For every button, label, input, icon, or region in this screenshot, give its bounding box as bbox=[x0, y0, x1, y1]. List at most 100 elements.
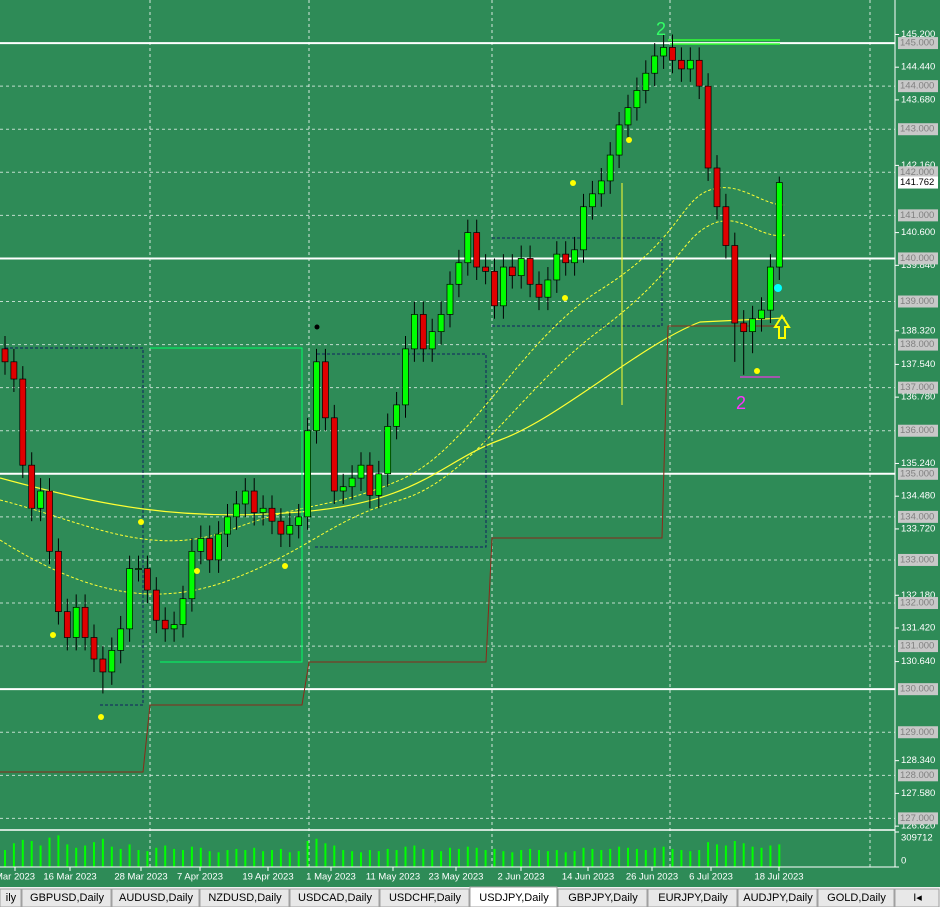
slow-ma bbox=[0, 317, 786, 516]
tab-label[interactable]: GBPUSD,Daily bbox=[30, 892, 104, 904]
candle-body bbox=[597, 180, 605, 195]
tab-label[interactable]: USDJPY,Daily bbox=[479, 892, 549, 904]
candle-body bbox=[295, 516, 303, 526]
levels bbox=[0, 42, 895, 819]
level-label: 128.000 bbox=[900, 770, 934, 781]
candle-body bbox=[170, 624, 178, 630]
candle-body bbox=[1, 348, 9, 363]
level-box bbox=[898, 252, 938, 265]
candle-body bbox=[660, 47, 667, 57]
level-box bbox=[898, 209, 938, 222]
candle-body bbox=[589, 193, 596, 208]
dot bbox=[754, 368, 760, 374]
tab[interactable] bbox=[557, 888, 648, 907]
level-label: 137.000 bbox=[900, 382, 934, 393]
tabs: ily GBPUSD,Daily AUDUSD,Daily NZDUSD,Daily U… bbox=[0, 886, 940, 907]
candle-body bbox=[500, 266, 507, 307]
candle-body bbox=[37, 490, 44, 509]
tab[interactable] bbox=[111, 888, 200, 907]
level-box bbox=[898, 597, 938, 610]
candle-body bbox=[46, 490, 53, 552]
tab-label[interactable]: AUDJPY,Daily bbox=[743, 892, 813, 904]
tab[interactable] bbox=[379, 888, 470, 907]
dot bbox=[282, 563, 288, 569]
level-box bbox=[898, 338, 938, 351]
level-box bbox=[898, 381, 938, 394]
candle-body bbox=[411, 314, 418, 350]
candle-body bbox=[63, 611, 71, 638]
candle-body bbox=[758, 309, 765, 320]
tab[interactable] bbox=[817, 888, 895, 907]
candle-body bbox=[393, 404, 400, 427]
tab[interactable] bbox=[647, 888, 738, 907]
level-box bbox=[898, 726, 938, 739]
candle-body bbox=[233, 503, 240, 518]
tab-label[interactable]: I◂ bbox=[913, 892, 922, 904]
candle-body bbox=[72, 606, 80, 638]
candle-body bbox=[10, 361, 18, 380]
candle-body bbox=[357, 464, 365, 479]
y-tick-label: 127.580 bbox=[901, 788, 935, 799]
y-tick-label: 132.180 bbox=[901, 590, 935, 601]
tab[interactable] bbox=[289, 888, 380, 907]
candle-body bbox=[731, 245, 739, 324]
candle-body bbox=[749, 318, 756, 333]
candle-body bbox=[775, 182, 783, 268]
tab[interactable] bbox=[21, 888, 112, 907]
y-tick-label: 130.640 bbox=[901, 656, 935, 667]
x-tick-label: 16 Mar 2023 bbox=[43, 872, 96, 883]
x-tick-label: 11 May 2023 bbox=[366, 872, 420, 883]
level-label: 142.000 bbox=[900, 167, 934, 178]
candle-body bbox=[678, 59, 685, 70]
tab-label[interactable]: NZDUSD,Daily bbox=[208, 892, 282, 904]
current-price-box bbox=[898, 176, 938, 189]
candle-body bbox=[544, 279, 552, 298]
candle-body bbox=[188, 550, 196, 600]
candle-body bbox=[767, 266, 774, 311]
tab[interactable] bbox=[0, 888, 22, 907]
candle-body bbox=[633, 90, 641, 109]
tab-label[interactable]: GBPJPY,Daily bbox=[568, 892, 638, 904]
tab[interactable] bbox=[894, 888, 940, 907]
candle-body bbox=[268, 507, 276, 522]
y-tick-label: 143.680 bbox=[901, 94, 935, 105]
tab-label[interactable]: EURJPY,Daily bbox=[658, 892, 728, 904]
tab-label[interactable]: USDCHF,Daily bbox=[389, 892, 462, 904]
candle-body bbox=[313, 361, 320, 432]
box bbox=[150, 347, 303, 663]
y-tick-label: 128.340 bbox=[901, 755, 935, 766]
candle-body bbox=[375, 473, 383, 496]
candle-body bbox=[722, 206, 730, 246]
level-label: 145.000 bbox=[900, 38, 934, 49]
axes: 145.200 144.440 143.680 142.160 140.600 139.8… bbox=[0, 29, 938, 883]
stop-line bbox=[0, 325, 780, 773]
x-tick-label: 14 Jun 2023 bbox=[562, 872, 614, 883]
x-tick-label: 28 Mar 2023 bbox=[114, 872, 167, 883]
y-tick-label: 131.420 bbox=[901, 623, 935, 634]
candle-body bbox=[197, 538, 205, 552]
candle-body bbox=[437, 314, 445, 333]
candle-body bbox=[704, 85, 712, 169]
wave-label: 2 bbox=[656, 19, 666, 39]
tab-label[interactable]: ily bbox=[6, 892, 17, 904]
tab[interactable] bbox=[737, 888, 818, 907]
level-box bbox=[898, 510, 938, 523]
tab[interactable] bbox=[199, 888, 290, 907]
dot bbox=[98, 714, 104, 720]
level-label: 131.000 bbox=[900, 641, 934, 652]
candle-body bbox=[366, 464, 374, 496]
tab-label[interactable]: AUDUSD,Daily bbox=[119, 892, 193, 904]
tab-label[interactable]: USDCAD,Daily bbox=[298, 892, 372, 904]
candle-body bbox=[179, 598, 187, 625]
candle-body bbox=[135, 568, 142, 570]
candle-body bbox=[144, 568, 151, 591]
tab[interactable] bbox=[469, 886, 558, 907]
level-label: 138.000 bbox=[900, 339, 934, 350]
x-tick-label: 1 May 2023 bbox=[306, 872, 356, 883]
candle-body bbox=[241, 490, 249, 505]
x-tick-label: 18 Jul 2023 bbox=[754, 872, 803, 883]
tab-label[interactable]: GOLD,Daily bbox=[827, 892, 886, 904]
y-tick-label: 140.600 bbox=[901, 227, 935, 238]
candle-body bbox=[215, 533, 222, 561]
